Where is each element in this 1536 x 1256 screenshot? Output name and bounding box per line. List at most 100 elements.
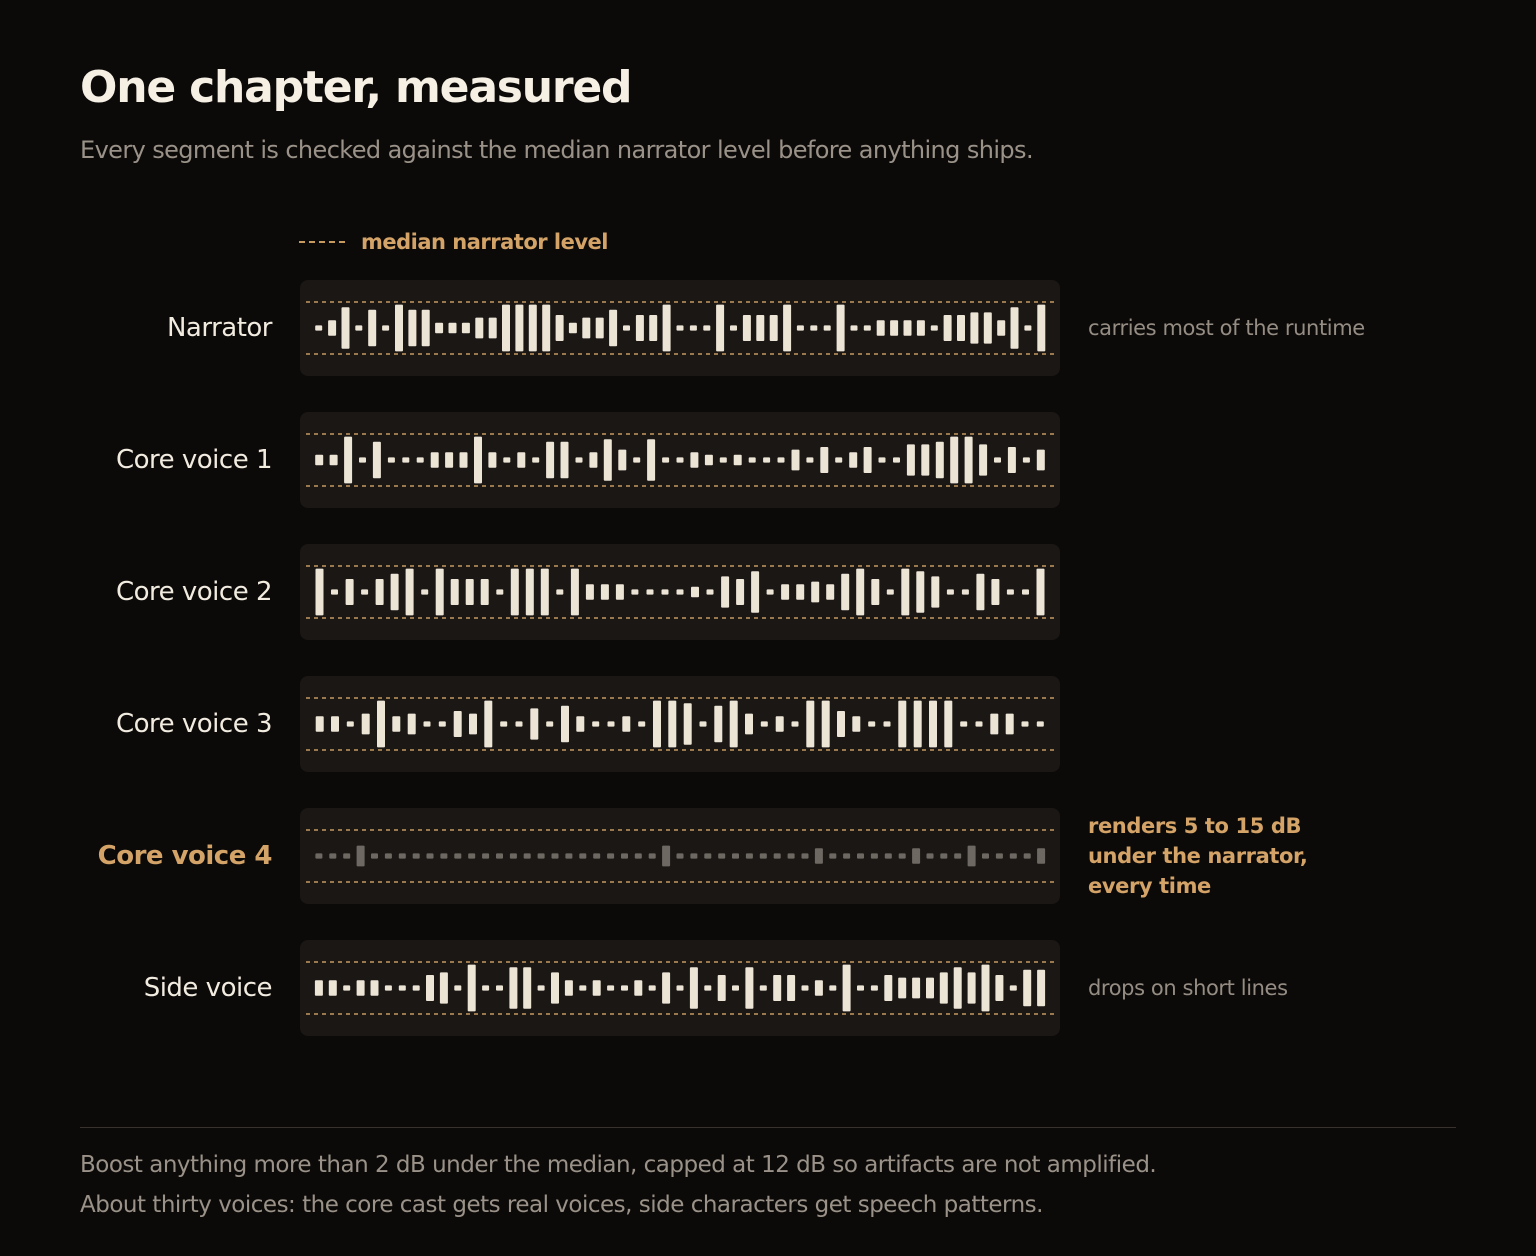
level-bar bbox=[967, 845, 976, 867]
level-bar bbox=[1006, 589, 1014, 595]
row-label: Core voice 2 bbox=[115, 577, 273, 607]
level-bar bbox=[439, 972, 448, 1004]
row-side-voice: Side voice drops on short lines bbox=[0, 940, 1536, 1036]
level-bar bbox=[474, 436, 482, 484]
level-bar bbox=[555, 315, 564, 341]
level-bar bbox=[954, 853, 962, 859]
level-bar bbox=[488, 317, 497, 339]
level-bar bbox=[384, 985, 392, 991]
level-bar bbox=[1022, 457, 1030, 463]
level-bar bbox=[370, 980, 379, 996]
level-bar bbox=[703, 325, 711, 331]
level-bar bbox=[837, 711, 845, 737]
level-bar bbox=[467, 964, 476, 1012]
level-bar bbox=[1036, 449, 1045, 471]
level-bar bbox=[756, 315, 765, 341]
level-bar bbox=[884, 975, 893, 1001]
level-bar bbox=[842, 964, 851, 1012]
level-bar bbox=[1024, 325, 1032, 331]
level-bar bbox=[510, 568, 519, 616]
level-bar bbox=[537, 853, 545, 859]
level-bar bbox=[787, 853, 795, 859]
level-bar bbox=[459, 452, 468, 468]
level-bar bbox=[341, 307, 350, 349]
level-bar bbox=[568, 322, 577, 334]
level-bar bbox=[496, 853, 503, 859]
level-bar bbox=[392, 716, 401, 732]
level-bar bbox=[901, 568, 910, 616]
level-bar bbox=[870, 853, 878, 859]
level-bar bbox=[390, 573, 399, 611]
level-bar bbox=[676, 853, 684, 859]
level-bar bbox=[852, 716, 861, 732]
level-bar bbox=[343, 853, 351, 859]
waveform bbox=[306, 697, 1054, 751]
level-bar bbox=[331, 716, 339, 732]
level-bar bbox=[719, 457, 727, 463]
level-bar bbox=[967, 972, 976, 1004]
level-bar bbox=[1022, 589, 1029, 595]
level-bar bbox=[801, 853, 809, 859]
level-bar bbox=[634, 980, 643, 996]
level-bar bbox=[979, 444, 988, 476]
waveform-panel bbox=[300, 280, 1060, 376]
level-bar bbox=[944, 700, 953, 748]
level-bar bbox=[957, 315, 965, 341]
row-label: Narrator bbox=[166, 313, 273, 343]
level-bar bbox=[868, 721, 876, 727]
level-bar bbox=[635, 315, 644, 341]
level-bar bbox=[448, 322, 457, 334]
level-bar bbox=[375, 579, 384, 605]
level-bar bbox=[412, 853, 420, 859]
level-bar bbox=[592, 980, 601, 996]
level-bar bbox=[689, 325, 697, 331]
level-bar bbox=[523, 853, 531, 859]
level-bar bbox=[732, 985, 739, 991]
level-bar bbox=[871, 579, 880, 605]
level-bar bbox=[991, 579, 1000, 605]
level-bar bbox=[647, 439, 656, 481]
level-bar bbox=[823, 325, 831, 331]
waveform bbox=[306, 301, 1054, 355]
level-bar bbox=[525, 568, 534, 616]
level-bar bbox=[856, 568, 865, 616]
level-bar bbox=[503, 457, 511, 463]
level-bar bbox=[676, 325, 684, 331]
level-bar bbox=[898, 977, 907, 999]
level-bar bbox=[706, 589, 714, 595]
level-bar bbox=[328, 320, 337, 336]
level-bar bbox=[781, 584, 790, 600]
level-bar bbox=[769, 315, 778, 341]
level-bar bbox=[943, 315, 952, 341]
level-bar bbox=[502, 304, 510, 352]
level-bar bbox=[435, 322, 444, 334]
level-bar bbox=[475, 317, 484, 339]
level-bar bbox=[930, 325, 938, 331]
level-bar bbox=[843, 853, 851, 859]
level-bar bbox=[631, 589, 639, 595]
level-bar bbox=[898, 700, 907, 748]
level-bar bbox=[359, 457, 366, 463]
level-bar bbox=[806, 457, 814, 463]
level-bar bbox=[315, 325, 323, 331]
waveform bbox=[306, 433, 1054, 487]
level-bar bbox=[528, 304, 537, 352]
level-bar bbox=[717, 975, 726, 1001]
level-bar bbox=[1023, 853, 1031, 859]
level-bar bbox=[912, 848, 921, 864]
level-bar bbox=[589, 452, 598, 468]
level-bar bbox=[763, 457, 771, 463]
level-bar bbox=[345, 579, 354, 605]
level-bar bbox=[662, 845, 671, 867]
waveform bbox=[306, 961, 1054, 1015]
level-bar bbox=[412, 985, 420, 991]
level-bar bbox=[668, 700, 677, 748]
level-bar bbox=[315, 454, 324, 466]
waveform-panel bbox=[300, 412, 1060, 508]
level-bar bbox=[575, 457, 583, 463]
level-bar bbox=[953, 967, 962, 1009]
level-bar bbox=[661, 589, 669, 595]
level-bar bbox=[416, 457, 424, 463]
level-bar bbox=[371, 853, 378, 859]
level-bar bbox=[398, 853, 406, 859]
